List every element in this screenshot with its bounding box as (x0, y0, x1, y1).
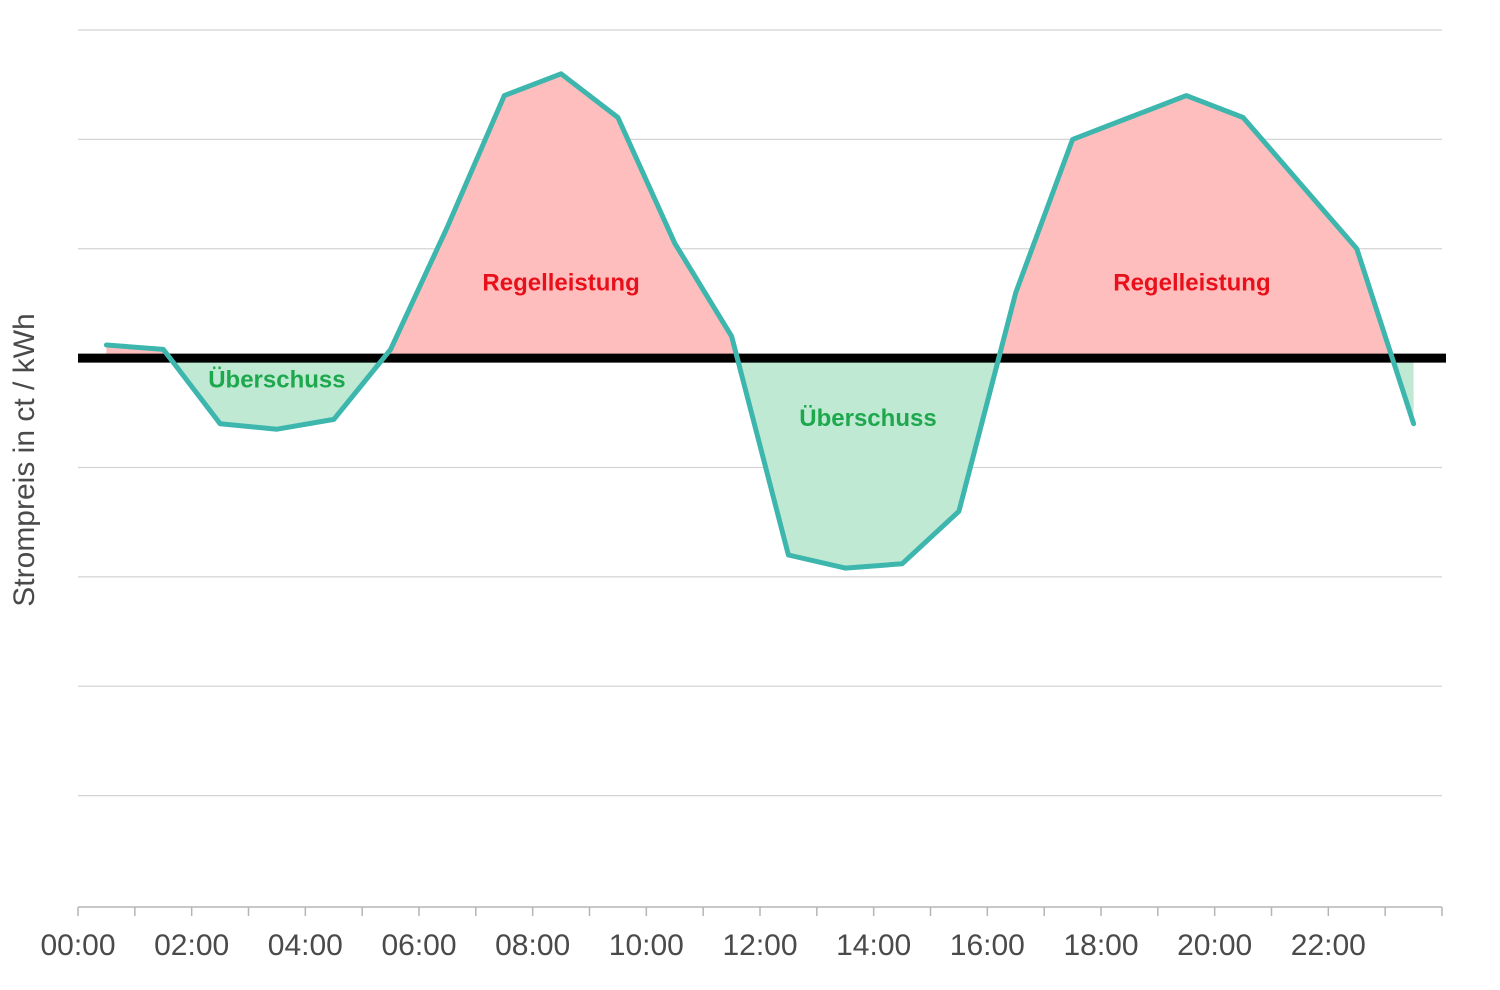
negative-area-1 (169, 358, 384, 430)
area-label-0: Regelleistung (482, 269, 639, 296)
x-tick-label-8: 16:00 (950, 929, 1025, 962)
area-label-3: Überschuss (799, 405, 936, 432)
area-label-1: Regelleistung (1113, 269, 1270, 296)
price-series-line (103, 71, 1417, 571)
area-label-2: Überschuss (208, 367, 345, 394)
area-labels: Regelleistung Regelleistung Überschuss Über… (208, 269, 1270, 432)
x-tick-label-3: 06:00 (381, 929, 456, 962)
x-tick-label-1: 02:00 (154, 929, 229, 962)
x-tick-label-4: 08:00 (495, 929, 570, 962)
area-fills (106, 73, 1414, 569)
gridlines (78, 29, 1442, 797)
positive-area-4 (998, 95, 1393, 359)
x-tick-label-7: 14:00 (836, 929, 911, 962)
positive-area-2 (383, 73, 738, 359)
x-tick-label-11: 22:00 (1291, 929, 1366, 962)
negative-area-3 (737, 358, 999, 569)
x-tick-label-10: 20:00 (1177, 929, 1252, 962)
x-axis: 00:00 02:00 04:00 06:00 08:00 10:00 12:00 14:00… (40, 906, 1443, 962)
x-tick-label-2: 04:00 (268, 929, 343, 962)
y-axis-label: Strompreis in ct / kWh (8, 313, 41, 606)
x-tick-label-0: 00:00 (40, 929, 115, 962)
x-tick-label-6: 12:00 (722, 929, 797, 962)
x-tick-label-9: 18:00 (1063, 929, 1138, 962)
x-tick-label-5: 10:00 (609, 929, 684, 962)
